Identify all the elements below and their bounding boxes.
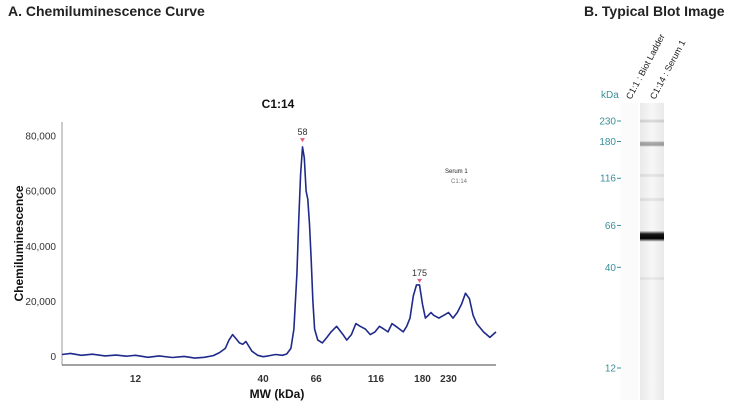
y-tick-label: 40,000: [25, 242, 56, 253]
y-axis-ticks: 0 20,000 40,000 60,000 80,000: [25, 131, 56, 363]
blot-marker-label: 180: [599, 137, 616, 148]
panel-b-title: B. Typical Blot Image: [584, 3, 725, 19]
chart-title: C1:14: [262, 97, 295, 111]
blot-lane-serum-1: [640, 103, 664, 400]
chemiluminescence-chart: C1:14 0 20,000 40,000 60,000 80,000 12 40 66 11…: [12, 97, 497, 401]
blot-marker-label: 40: [605, 263, 617, 274]
series-line-c1-14: [61, 146, 497, 359]
x-tick-label: 12: [130, 374, 142, 385]
x-axis-ticks: 12 40 66 116 180 230: [130, 374, 457, 385]
y-tick-label: 0: [50, 352, 56, 363]
y-tick-label: 20,000: [25, 297, 56, 308]
blot-band: [640, 197, 664, 202]
legend: Serum 1 C1:14: [445, 169, 468, 185]
y-axis-label: Chemiluminescence: [12, 185, 26, 301]
panel-a-title: A. Chemiluminescence Curve: [8, 3, 205, 19]
legend-entry: C1:14: [451, 179, 468, 185]
blot-band: [640, 173, 664, 178]
x-tick-label: 66: [311, 374, 323, 385]
blot-bands: [640, 119, 664, 281]
blot-kda-label: kDa: [601, 90, 619, 101]
blot-band: [640, 276, 664, 281]
blot-marker-labels: 230 180 116 66 40 12: [599, 117, 621, 375]
y-tick-label: 80,000: [25, 131, 56, 142]
peak-labels: 58 175: [297, 127, 427, 283]
blot-band: [640, 230, 664, 242]
blot-marker-label: 230: [599, 117, 616, 128]
x-tick-label: 180: [414, 374, 431, 385]
x-tick-label: 40: [258, 374, 270, 385]
legend-title: Serum 1: [445, 169, 468, 175]
blot-lane-ladder: [621, 103, 638, 400]
peak-label: 175: [412, 268, 427, 278]
blot-band: [640, 140, 664, 147]
blot-marker-label: 66: [605, 221, 617, 232]
peak-marker: [417, 278, 423, 283]
blot-band: [640, 119, 664, 123]
y-tick-label: 60,000: [25, 187, 56, 198]
blot-marker-label: 116: [600, 174, 616, 185]
peak-label: 58: [297, 127, 307, 137]
blot-marker-label: 12: [605, 364, 617, 375]
x-tick-label: 116: [368, 374, 385, 385]
x-axis-label: MW (kDa): [250, 387, 305, 401]
x-tick-label: 230: [440, 374, 457, 385]
peak-marker: [299, 138, 305, 143]
